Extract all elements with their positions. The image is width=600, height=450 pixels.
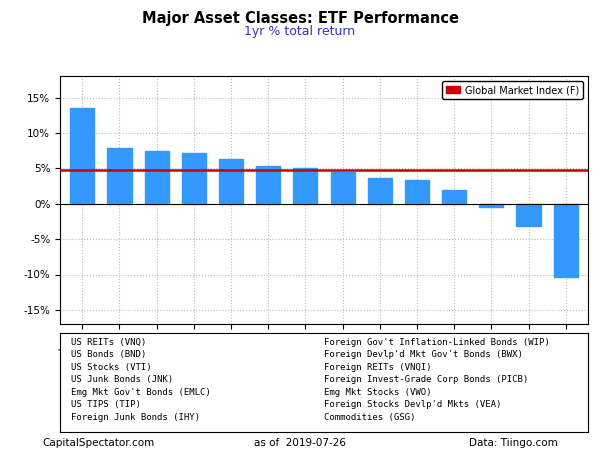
- Bar: [293, 168, 317, 204]
- Bar: [479, 204, 503, 207]
- Text: Data: Tiingo.com: Data: Tiingo.com: [469, 438, 558, 448]
- Text: US REITs (VNQ)
US Bonds (BND)
US Stocks (VTI)
US Junk Bonds (JNK)
Emg Mkt Gov't : US REITs (VNQ) US Bonds (BND) US Stocks …: [71, 338, 211, 422]
- Text: 1yr % total return: 1yr % total return: [244, 25, 356, 38]
- Bar: [107, 148, 131, 204]
- Bar: [145, 152, 169, 204]
- Bar: [368, 178, 392, 204]
- Legend: Global Market Index (F): Global Market Index (F): [442, 81, 583, 99]
- Bar: [442, 189, 466, 204]
- Text: Major Asset Classes: ETF Performance: Major Asset Classes: ETF Performance: [142, 11, 458, 26]
- Bar: [219, 158, 243, 204]
- Bar: [331, 172, 355, 204]
- Bar: [70, 108, 94, 204]
- Bar: [256, 166, 280, 204]
- Text: Foreign Gov't Inflation-Linked Bonds (WIP)
Foreign Devlp'd Mkt Gov't Bonds (BWX): Foreign Gov't Inflation-Linked Bonds (WI…: [324, 338, 550, 422]
- Bar: [182, 153, 206, 204]
- Bar: [554, 204, 578, 277]
- Text: CapitalSpectator.com: CapitalSpectator.com: [42, 438, 154, 448]
- Bar: [405, 180, 429, 204]
- Bar: [517, 204, 541, 226]
- Text: as of  2019-07-26: as of 2019-07-26: [254, 438, 346, 448]
